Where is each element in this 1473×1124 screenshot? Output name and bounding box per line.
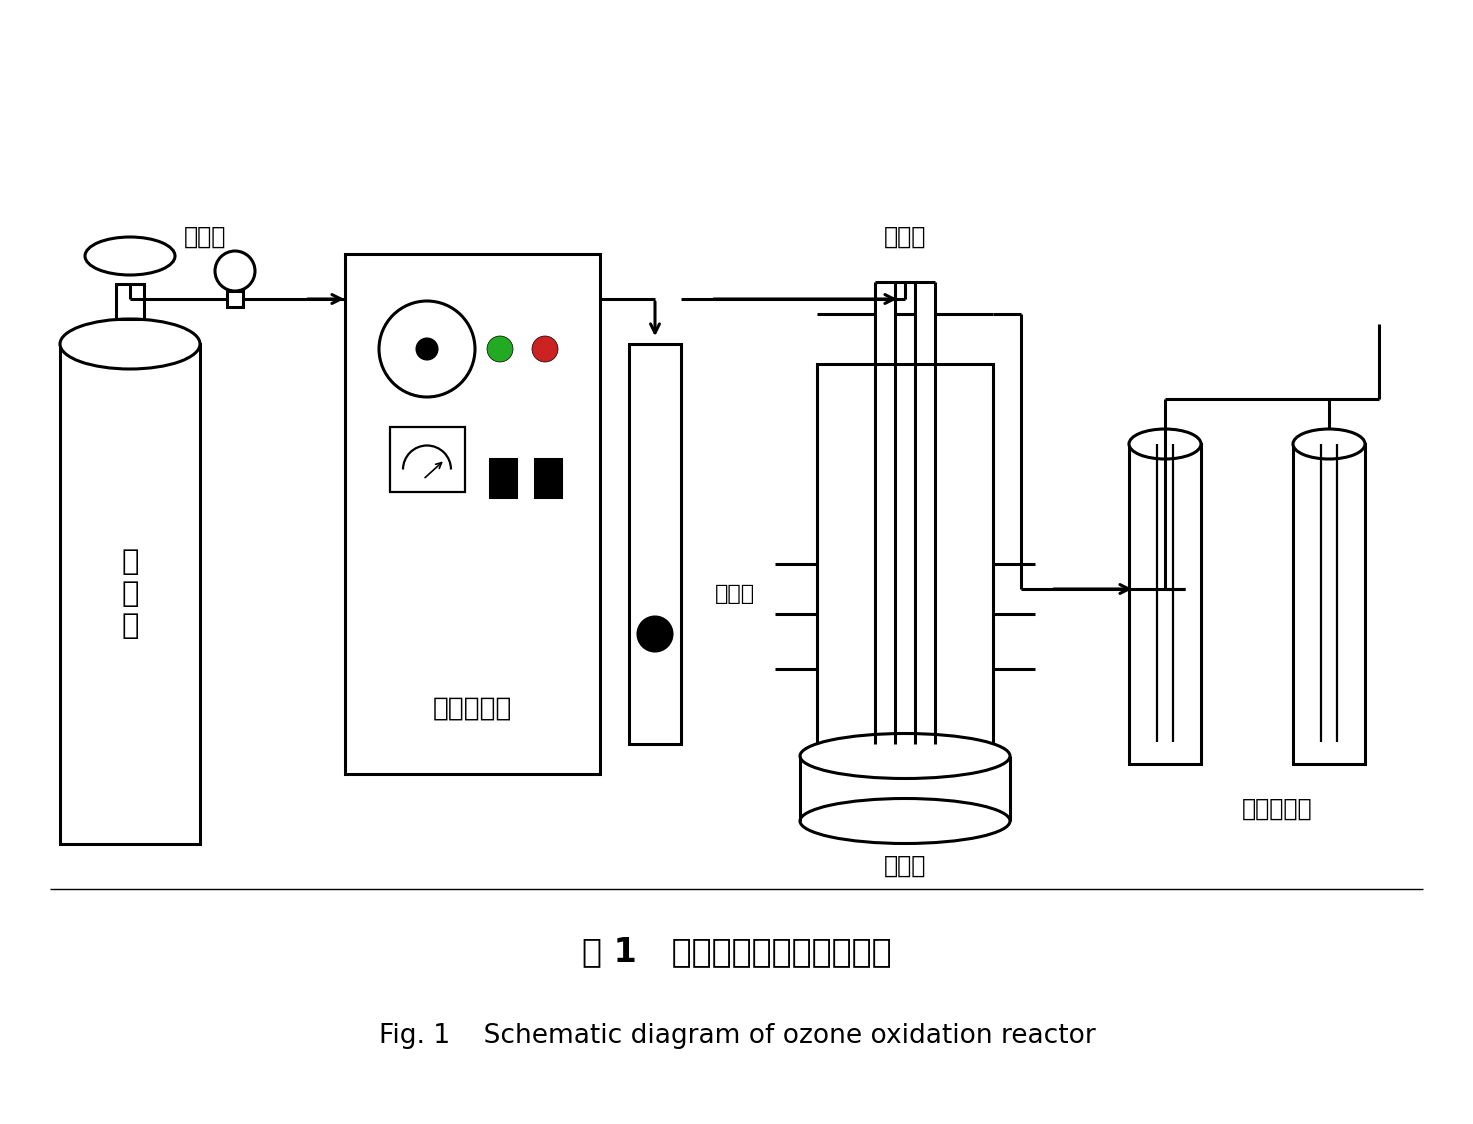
Circle shape xyxy=(215,251,255,291)
Bar xyxy=(818,364,993,744)
Text: 臭氧发生器: 臭氧发生器 xyxy=(433,696,513,722)
Text: 搅拌器: 搅拌器 xyxy=(884,854,927,878)
Text: 反应器: 反应器 xyxy=(884,225,927,250)
Bar xyxy=(535,459,561,497)
Ellipse shape xyxy=(1293,429,1365,459)
Bar xyxy=(60,344,200,844)
Circle shape xyxy=(532,336,558,362)
Text: Fig. 1    Schematic diagram of ozone oxidation reactor: Fig. 1 Schematic diagram of ozone oxidat… xyxy=(379,1023,1096,1049)
Ellipse shape xyxy=(60,319,200,369)
Ellipse shape xyxy=(1128,429,1200,459)
Text: 分压阀: 分压阀 xyxy=(184,225,227,250)
Ellipse shape xyxy=(85,237,175,275)
Text: 图 1   臭氧氧化反应装置示意图: 图 1 臭氧氧化反应装置示意图 xyxy=(582,935,891,969)
Circle shape xyxy=(417,339,437,359)
Text: 氧
气
瓶: 氧 气 瓶 xyxy=(121,547,138,641)
Bar xyxy=(629,344,681,744)
Bar xyxy=(116,284,144,319)
Circle shape xyxy=(488,336,513,362)
Bar xyxy=(227,291,243,307)
Text: 流量计: 流量计 xyxy=(714,584,756,604)
Ellipse shape xyxy=(800,798,1010,843)
Text: 尾气吸收瓶: 尾气吸收瓶 xyxy=(1242,797,1312,821)
Circle shape xyxy=(379,301,474,397)
Bar xyxy=(345,254,600,774)
Bar xyxy=(1293,444,1365,764)
Circle shape xyxy=(638,617,672,651)
Bar xyxy=(491,459,516,497)
Bar xyxy=(1128,444,1200,764)
Bar xyxy=(389,426,464,491)
Ellipse shape xyxy=(800,734,1010,779)
